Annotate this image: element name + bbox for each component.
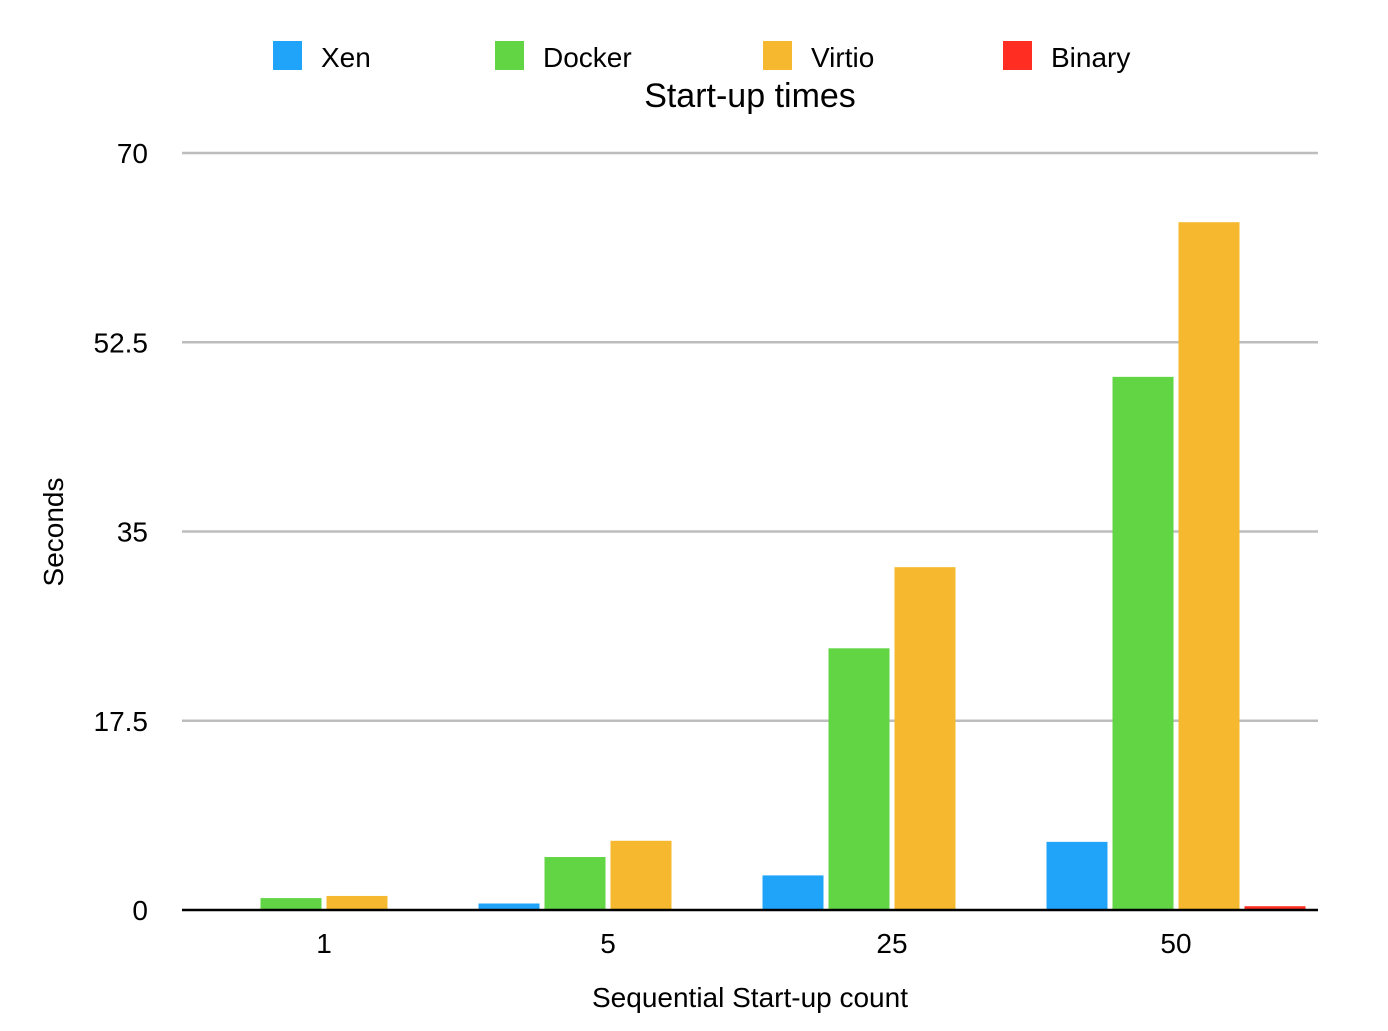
bar-xen-50 (1046, 841, 1108, 910)
bar-virtio-25 (894, 567, 956, 910)
legend-label: Virtio (811, 42, 874, 73)
x-tick-label: 5 (600, 928, 616, 959)
bar-docker-25 (828, 648, 890, 910)
legend-label: Docker (543, 42, 632, 73)
y-axis-ticks: 0 17.5 35 52.5 70 (94, 138, 149, 926)
legend-label: Binary (1051, 42, 1130, 73)
x-axis-ticks: 1 5 25 50 (316, 928, 1191, 959)
legend-item-xen: Xen (273, 41, 371, 73)
legend: Xen Docker Virtio Binary (273, 41, 1130, 73)
bar-binary-50 (1244, 906, 1306, 910)
bar-docker-1 (260, 898, 322, 910)
legend-item-virtio: Virtio (763, 41, 874, 73)
x-tick-label: 50 (1160, 928, 1191, 959)
bar-docker-50 (1112, 376, 1174, 910)
y-tick-label: 52.5 (94, 327, 149, 358)
y-tick-label: 35 (117, 517, 148, 548)
legend-item-docker: Docker (495, 41, 632, 73)
legend-item-binary: Binary (1003, 41, 1130, 73)
bar-xen-25 (762, 875, 824, 910)
y-tick-label: 70 (117, 138, 148, 169)
x-tick-label: 1 (316, 928, 332, 959)
chart-title: Start-up times (644, 77, 856, 115)
y-axis-label: Seconds (38, 478, 69, 587)
legend-swatch (273, 41, 302, 70)
bar-virtio-5 (610, 840, 672, 910)
y-tick-label: 17.5 (94, 706, 149, 737)
bar-xen-5 (478, 903, 540, 910)
legend-swatch (495, 41, 524, 70)
x-tick-label: 25 (876, 928, 907, 959)
legend-swatch (763, 41, 792, 70)
bar-virtio-1 (326, 895, 388, 910)
y-tick-label: 0 (132, 895, 148, 926)
legend-label: Xen (321, 42, 371, 73)
x-axis-label: Sequential Start-up count (592, 982, 908, 1013)
bar-docker-5 (544, 857, 606, 910)
bars (260, 222, 1306, 910)
bar-virtio-50 (1178, 222, 1240, 910)
legend-swatch (1003, 41, 1032, 70)
